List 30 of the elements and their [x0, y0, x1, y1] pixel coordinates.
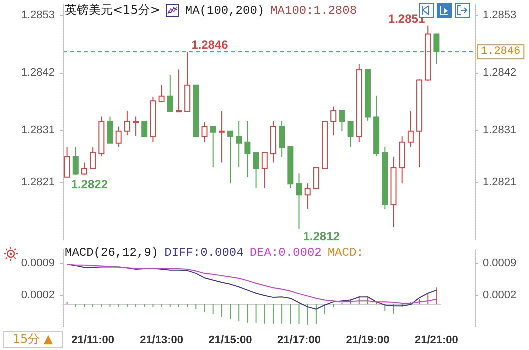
x-tick-label: 21/11:00 — [72, 334, 114, 346]
y-tick-label: 1.2853 — [21, 9, 55, 22]
y-tick-label: 0.0009 — [21, 258, 55, 270]
y2-tick-label: 1.2831 — [483, 124, 517, 136]
x-tick-label: 21/17:00 — [278, 334, 321, 346]
annotation: DEA:0.0002 — [250, 246, 322, 260]
y-tick-label: 1.2831 — [21, 124, 55, 136]
y2-tick-label: 0.0002 — [483, 289, 517, 302]
annotation: MACD: — [328, 246, 364, 260]
annotation: MA(100,200) — [185, 4, 265, 18]
x-tick-label: 21/19:00 — [346, 334, 390, 346]
x-tick-label: 21/21:00 — [414, 334, 458, 346]
annotation: 1.2812 — [303, 230, 340, 244]
annotation: MA100:1.2808 — [270, 4, 358, 18]
x-tick-label: 21/15:00 — [208, 334, 252, 346]
annotation: DIFF:0.0004 — [164, 246, 244, 260]
y-tick-label: 1.2842 — [21, 66, 55, 79]
y2-tick-label: 1.2821 — [483, 176, 517, 189]
text: 15分 ▲ — [3, 331, 63, 348]
y2-tick-label: 1.2853 — [483, 9, 517, 22]
annotation: 1.2822 — [71, 177, 108, 192]
annotation: 1.2846 — [192, 38, 229, 52]
y-tick-label: 1.2821 — [21, 176, 55, 189]
chart-title: 英镑美元<15分> — [65, 2, 160, 19]
y2-tick-label: 0.0009 — [483, 258, 517, 270]
annotation: MACD(26,12,9) — [65, 246, 159, 260]
y-tick-label: 0.0002 — [21, 289, 55, 302]
ref-line-label: 1.2846 — [481, 46, 521, 58]
y2-tick-label: 1.2842 — [483, 66, 517, 79]
x-tick-label: 21/13:00 — [140, 334, 184, 346]
